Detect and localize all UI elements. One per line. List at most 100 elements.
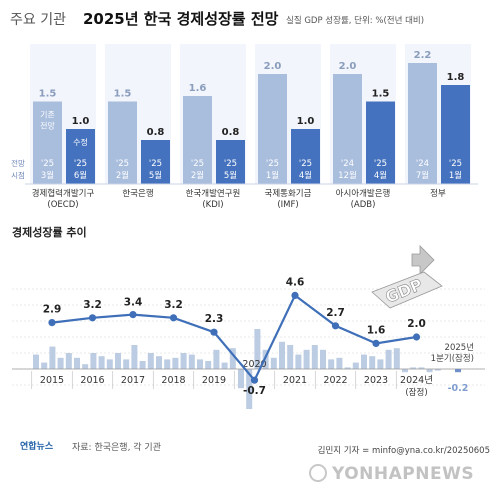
data-label: 1.6: [367, 324, 386, 336]
data-label-prev: 1.6: [189, 83, 207, 94]
quarter-bar: [393, 348, 400, 369]
quarter-bar: [402, 369, 408, 373]
quarter-bar: [33, 354, 39, 369]
data-label-rev: 0.8: [222, 127, 240, 138]
time-label-rev: '25: [299, 159, 312, 169]
source-note: 자료: 한국은행, 각 기관: [72, 443, 161, 453]
time-label-rev: 5월: [149, 170, 162, 181]
quarter-bar: [147, 353, 154, 369]
category-label: (KDI): [202, 200, 223, 210]
time-label-rev: 5월: [224, 170, 237, 181]
time-label-prev: '25: [41, 159, 54, 169]
data-label: 2.9: [43, 304, 62, 316]
bar-rev: [216, 140, 245, 184]
quarter-bar: [270, 357, 277, 369]
bar-prev: [333, 74, 362, 184]
legend-prev: 기존: [40, 111, 55, 120]
quarter-bar: [221, 362, 228, 369]
data-label-prev: 2.0: [339, 61, 357, 72]
quarter-bar: [49, 346, 56, 369]
quarter-bar: [74, 357, 80, 369]
chart-subtitle: 실질 GDP 성장률, 단위: %(전년 대비): [286, 16, 425, 26]
data-label-rev: 1.5: [372, 89, 390, 100]
time-label-rev: 1월: [449, 170, 462, 181]
category-label: (ADB): [351, 200, 376, 210]
quarter-bar: [418, 367, 425, 369]
chart-title: 2025년 한국 경제성장률 전망: [83, 10, 279, 28]
quarter-bar: [139, 361, 146, 369]
quarter-bar: [180, 353, 187, 369]
quarter-bar: [344, 367, 351, 369]
legend-time: 전망: [11, 158, 25, 168]
annotation-bar: [455, 369, 461, 373]
watermark-bg: [0, 456, 500, 500]
data-label: 2.0: [407, 318, 426, 330]
time-label-rev: 4월: [299, 170, 312, 181]
quarter-bar: [238, 369, 244, 389]
quarter-bar: [426, 369, 433, 373]
bar-rev: [441, 85, 470, 184]
data-point: [169, 314, 178, 322]
time-label-prev: '25: [266, 159, 279, 169]
trend-line: [51, 293, 417, 383]
data-label-rev: 0.8: [147, 127, 165, 138]
quarter-bar: [156, 356, 162, 369]
time-label-rev: '25: [149, 159, 162, 169]
year-label: 2015: [40, 375, 64, 386]
quarter-bar: [377, 359, 384, 369]
watermark-logo-icon: [309, 464, 327, 482]
quarter-bar: [336, 357, 343, 369]
time-label-rev: 6월: [74, 170, 87, 181]
time-label-rev: 4월: [374, 170, 387, 181]
bar-rev: [141, 140, 170, 184]
year-label: 2023: [364, 375, 388, 386]
quarter-bar: [188, 354, 195, 369]
line-chart-title: 경제성장률 추이: [12, 225, 87, 239]
data-point: [250, 376, 259, 384]
quarter-bar: [213, 349, 220, 369]
data-label: 2.7: [326, 307, 345, 319]
bar-prev: [108, 101, 137, 184]
legend-rev: 수정: [73, 137, 88, 147]
quarter-bar: [90, 353, 97, 369]
data-label-prev: 2.0: [264, 61, 282, 72]
year-label: 2024년: [400, 375, 433, 386]
data-point: [210, 328, 218, 336]
quarter-bar: [131, 345, 138, 369]
quarter-bar: [279, 341, 285, 369]
year-label: 2022: [323, 375, 347, 386]
legend-prev: 전망: [40, 121, 55, 131]
time-label-prev: '25: [191, 159, 204, 169]
growth-trend-chart: 경제성장률 추이 GDP 2015 2016 2017 2018 2019 2020 2021 2…: [12, 225, 485, 409]
bar-rev: [66, 129, 95, 184]
category-label: (OECD): [47, 200, 78, 210]
category-label: 아시아개발은행: [336, 188, 391, 199]
data-label: 2.3: [205, 313, 224, 325]
category-label: 경제협력개발기구: [32, 188, 95, 199]
time-label-prev: 3월: [41, 170, 54, 181]
data-label-prev: 2.2: [414, 50, 432, 61]
data-label: 3.2: [83, 299, 102, 311]
year-note: (잠정): [405, 387, 427, 398]
data-label-rev: 1.0: [297, 116, 315, 127]
gdp-badge: GDP: [371, 245, 443, 309]
reporter-credit: 김민지 기자 = minfo@yna.co.kr/20250605: [317, 446, 490, 456]
time-label-rev: '25: [74, 159, 87, 169]
category-label: 정부: [430, 188, 446, 199]
annotation-text: 1분기(잠정): [431, 353, 474, 364]
quarter-bar: [172, 357, 179, 369]
quarter-bar: [254, 329, 261, 369]
data-label-prev: 1.5: [39, 89, 57, 100]
quarter-bar: [205, 361, 212, 369]
quarter-bar: [295, 354, 302, 369]
quarter-bar: [303, 349, 310, 369]
year-label: 2018: [161, 375, 185, 386]
bar-prev: [408, 63, 437, 184]
header: 주요 기관 2025년 한국 경제성장률 전망 실질 GDP 성장률, 단위: …: [0, 0, 500, 38]
year-label: 2016: [80, 375, 104, 386]
bar-rev: [291, 129, 320, 184]
time-label-prev: '24: [341, 159, 354, 169]
quarter-bar: [246, 369, 253, 409]
quarter-bar: [320, 349, 326, 369]
quarter-bar: [197, 359, 203, 369]
